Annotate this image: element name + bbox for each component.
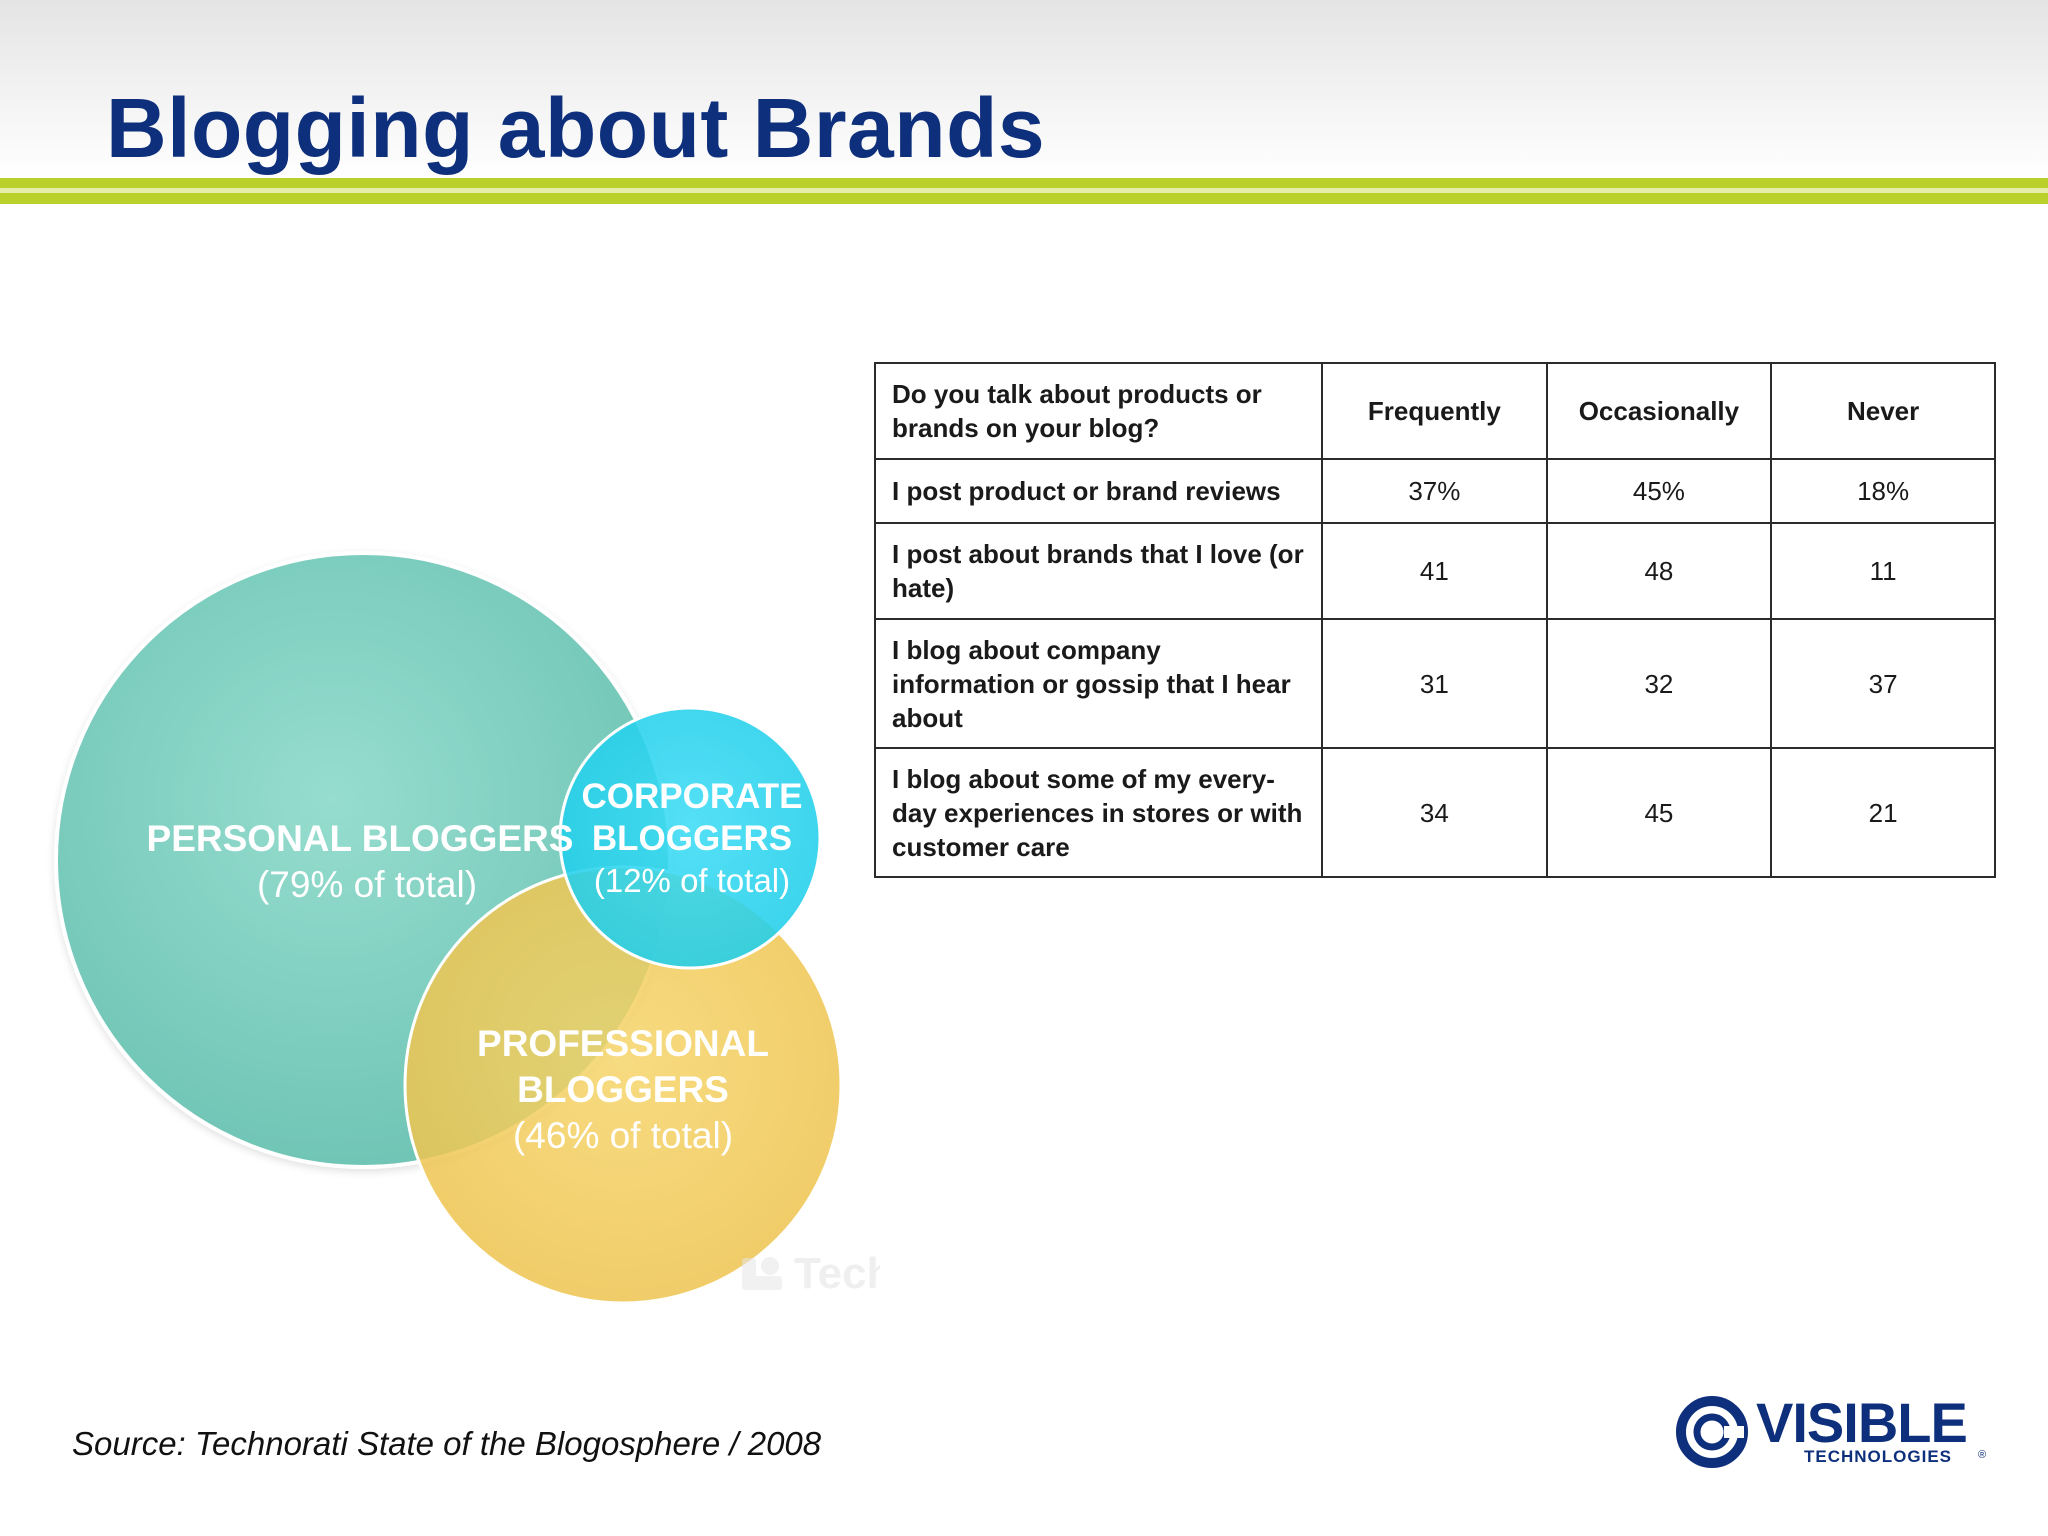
technorati-watermark: Technorati bbox=[742, 1249, 880, 1298]
cell-occasionally: 32 bbox=[1545, 618, 1773, 749]
logo-registered-mark: ® bbox=[1978, 1449, 1986, 1461]
table-row: I blog about some of my every-day experi… bbox=[873, 747, 1996, 878]
cell-occasionally: 45% bbox=[1545, 458, 1773, 524]
professional-bloggers-share: (46% of total) bbox=[513, 1115, 733, 1156]
corporate-bloggers-share: (12% of total) bbox=[594, 862, 790, 899]
personal-bloggers-share: (79% of total) bbox=[257, 864, 477, 905]
header-rule-top bbox=[0, 178, 2048, 188]
logo-subtitle: TECHNOLOGIES bbox=[1804, 1447, 1952, 1466]
cell-frequently: 31 bbox=[1321, 618, 1548, 749]
table-row: I post about brands that I love (or hate… bbox=[873, 522, 1996, 620]
corporate-bloggers-circle bbox=[558, 706, 822, 970]
professional-bloggers-label: PROFESSIONAL bbox=[477, 1023, 769, 1064]
professional-bloggers-label-2: BLOGGERS bbox=[517, 1069, 729, 1110]
table-question-header: Do you talk about products or brands on … bbox=[873, 362, 1324, 460]
visible-technologies-logo: VISIBLE TECHNOLOGIES ® bbox=[1676, 1392, 1986, 1468]
cell-never: 21 bbox=[1770, 747, 1996, 878]
cell-frequently: 37% bbox=[1321, 458, 1548, 524]
column-header-frequently: Frequently bbox=[1321, 362, 1548, 460]
cell-frequently: 34 bbox=[1321, 747, 1548, 878]
table-header-row: Do you talk about products or brands on … bbox=[873, 362, 1996, 460]
cell-frequently: 41 bbox=[1321, 522, 1548, 620]
venn-diagram: PERSONAL BLOGGERS (79% of total) CORPORA… bbox=[54, 551, 880, 1305]
source-citation: Source: Technorati State of the Blogosph… bbox=[72, 1425, 822, 1462]
row-label: I blog about company information or goss… bbox=[873, 618, 1324, 749]
row-label: I post product or brand reviews bbox=[873, 458, 1324, 524]
brand-blogging-table: Do you talk about products or brands on … bbox=[873, 362, 1996, 878]
column-header-never: Never bbox=[1770, 362, 1996, 460]
slide-header bbox=[0, 0, 2048, 178]
cell-never: 18% bbox=[1770, 458, 1996, 524]
cell-occasionally: 48 bbox=[1545, 522, 1773, 620]
slide-title: Blogging about Brands bbox=[106, 81, 1046, 175]
logo-wordmark: VISIBLE bbox=[1756, 1392, 1967, 1454]
cell-never: 11 bbox=[1770, 522, 1996, 620]
personal-bloggers-label: PERSONAL BLOGGERS bbox=[147, 818, 574, 859]
technorati-watermark-text: Technorati bbox=[794, 1249, 880, 1298]
row-label: I blog about some of my every-day experi… bbox=[873, 747, 1324, 878]
table-row: I post product or brand reviews 37% 45% … bbox=[873, 458, 1996, 524]
visible-logo-mark-icon bbox=[1676, 1396, 1748, 1468]
table-row: I blog about company information or goss… bbox=[873, 618, 1996, 749]
row-label: I post about brands that I love (or hate… bbox=[873, 522, 1324, 620]
corporate-bloggers-label: CORPORATE bbox=[581, 777, 802, 816]
header-rule-bottom bbox=[0, 193, 2048, 204]
column-header-occasionally: Occasionally bbox=[1545, 362, 1773, 460]
header-rule-middle bbox=[0, 188, 2048, 193]
corporate-bloggers-label-2: BLOGGERS bbox=[592, 819, 792, 858]
cell-never: 37 bbox=[1770, 618, 1996, 749]
cell-occasionally: 45 bbox=[1545, 747, 1773, 878]
